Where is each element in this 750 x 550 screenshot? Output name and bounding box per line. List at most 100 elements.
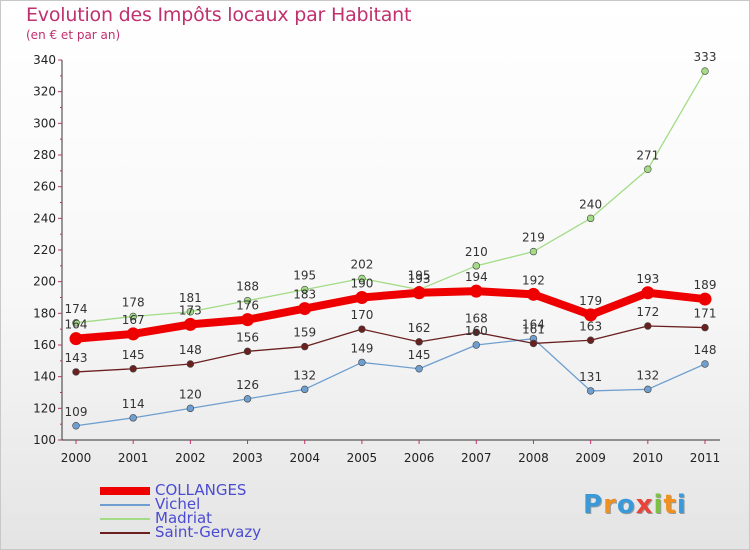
y-tick-label: 240 [33, 211, 56, 225]
data-point [241, 313, 255, 327]
data-label: 193 [408, 272, 431, 286]
data-point [415, 338, 423, 346]
brand-letter: t [663, 490, 677, 520]
x-tick-label: 2003 [232, 451, 263, 465]
chart-subtitle: (en € et par an) [26, 28, 121, 42]
y-tick-label: 340 [33, 53, 56, 67]
data-label: 183 [293, 288, 316, 302]
data-label: 159 [293, 326, 316, 340]
data-label: 195 [408, 269, 431, 283]
x-tick-label: 2007 [461, 451, 492, 465]
data-label: 192 [522, 273, 545, 287]
y-tick-label: 220 [33, 243, 56, 257]
data-label: 164 [522, 318, 545, 332]
y-tick-label: 260 [33, 180, 56, 194]
data-label: 170 [350, 308, 373, 322]
brand-letter: i [653, 490, 664, 520]
data-point [412, 286, 426, 300]
data-point [644, 322, 652, 330]
data-point [129, 414, 137, 422]
data-point [469, 284, 483, 298]
data-point [701, 67, 709, 75]
y-tick-label: 100 [33, 433, 56, 447]
data-label: 240 [579, 197, 602, 211]
data-point [584, 308, 598, 322]
legend-label: Saint-Gervazy [155, 523, 262, 541]
brand-logo: Proxiti [583, 490, 687, 520]
data-label: 132 [636, 368, 659, 382]
y-tick-label: 120 [33, 401, 56, 415]
series-line-collanges [72, 287, 709, 343]
data-label: 148 [694, 343, 717, 357]
legend-swatch [100, 504, 150, 506]
data-point [72, 368, 80, 376]
data-label: 131 [579, 370, 602, 384]
data-label: 202 [350, 258, 373, 272]
y-tick-label: 180 [33, 306, 56, 320]
data-point [586, 387, 595, 395]
legend-swatch [100, 487, 150, 495]
x-tick-label: 2000 [61, 451, 92, 465]
data-point [358, 358, 366, 367]
brand-letter: o [616, 490, 636, 520]
brand-letter: i [676, 490, 687, 520]
data-point [644, 165, 652, 173]
data-label: 189 [694, 278, 717, 292]
data-point [129, 312, 137, 321]
data-label: 164 [65, 318, 88, 332]
y-tick-label: 300 [33, 116, 56, 130]
x-tick-label: 2011 [690, 451, 721, 465]
legend-swatch [100, 518, 150, 520]
x-tick-label: 2009 [575, 451, 606, 465]
data-label: 178 [122, 296, 145, 310]
data-point [186, 360, 195, 368]
data-point [472, 262, 480, 270]
data-point [415, 365, 423, 373]
legend-label: Vichel [155, 495, 201, 513]
data-label: 188 [236, 280, 259, 294]
data-label: 162 [408, 321, 431, 335]
data-label: 181 [179, 291, 202, 305]
data-point [529, 339, 538, 348]
data-label: 179 [579, 294, 602, 308]
x-tick-label: 2010 [633, 451, 664, 465]
data-point [183, 317, 197, 331]
x-tick-label: 2004 [289, 451, 320, 465]
data-point [243, 395, 252, 403]
brand-letter: r [603, 490, 617, 520]
data-label: 193 [636, 272, 659, 286]
data-point [186, 404, 195, 413]
data-point [129, 365, 137, 373]
data-label: 126 [236, 378, 259, 392]
series-line-saint-gervazy [75, 325, 706, 373]
data-point [298, 302, 312, 316]
data-point [72, 319, 80, 327]
data-point [243, 296, 252, 305]
data-point [472, 328, 480, 337]
brand-letter: P [583, 490, 604, 520]
data-point [586, 214, 595, 223]
data-point [701, 323, 709, 332]
data-label: 149 [350, 341, 373, 355]
data-point [69, 332, 83, 346]
y-tick-label: 200 [33, 275, 56, 289]
data-label: 210 [465, 245, 488, 259]
data-label: 109 [65, 405, 88, 419]
data-point [186, 308, 195, 316]
data-label: 173 [179, 303, 202, 317]
data-point [301, 285, 309, 294]
y-tick-label: 280 [33, 148, 56, 162]
data-point [529, 247, 538, 256]
brand-letter: x [635, 490, 654, 520]
data-point [301, 385, 309, 394]
data-label: 148 [179, 343, 202, 357]
legend-label: Madriat [155, 509, 213, 527]
series-line-vichel [75, 338, 706, 427]
data-label: 160 [465, 324, 488, 338]
data-point [526, 287, 540, 301]
data-point [698, 292, 712, 306]
data-label: 172 [636, 305, 659, 319]
data-label: 174 [65, 302, 88, 316]
